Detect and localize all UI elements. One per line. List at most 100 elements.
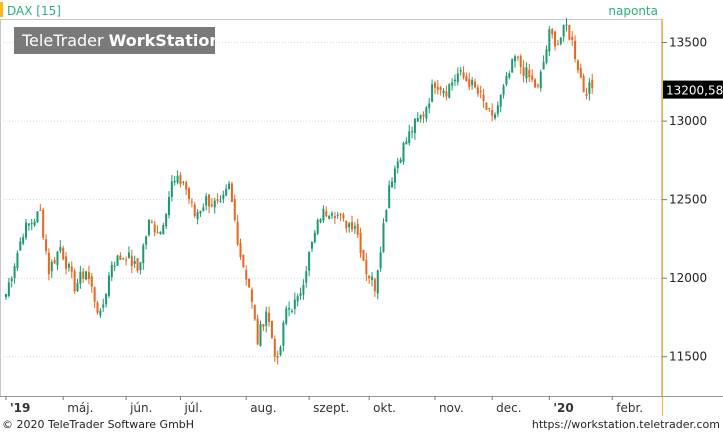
y-tick-label: 13000 <box>669 114 707 128</box>
x-tick-label: szept. <box>313 401 349 415</box>
candle-body <box>153 224 156 233</box>
candle-body <box>499 94 502 107</box>
candle-body <box>199 210 202 214</box>
candle-body <box>459 70 462 72</box>
candle-body <box>4 294 8 298</box>
candle-body <box>353 226 356 229</box>
candle-body <box>548 29 551 52</box>
candle-body <box>42 209 45 238</box>
candle-body <box>159 231 162 234</box>
candle-body <box>485 102 488 110</box>
candle-body <box>419 115 422 119</box>
candle-body <box>65 256 68 269</box>
candle-body <box>496 105 499 114</box>
candle-body <box>50 262 53 272</box>
candle-body <box>439 87 442 91</box>
candle-body <box>391 181 394 188</box>
candle-body <box>371 276 374 280</box>
candle-body <box>193 204 196 217</box>
candle-body <box>113 265 116 267</box>
x-tick-label: aug. <box>250 401 276 415</box>
candle-body <box>453 79 456 81</box>
candle-body <box>505 75 508 85</box>
candle-body <box>482 94 485 101</box>
candle-body <box>571 36 574 41</box>
candle-body <box>96 302 99 313</box>
candle-body <box>70 266 73 272</box>
candle-body <box>222 194 225 200</box>
x-tick-label: okt. <box>373 401 396 415</box>
candle-body <box>133 260 136 264</box>
candle-body <box>562 25 565 37</box>
candle-body <box>362 249 365 261</box>
candle-body <box>45 239 48 251</box>
candle-body <box>22 237 25 244</box>
candle-body <box>379 252 382 269</box>
candle-body <box>179 175 182 185</box>
candle-body <box>576 60 579 71</box>
candle-body <box>102 304 105 308</box>
candle-body <box>551 29 554 35</box>
candle-body <box>402 143 405 162</box>
candle-body <box>296 296 299 302</box>
candle-body <box>356 223 359 236</box>
candle-body <box>288 308 291 310</box>
candle-body <box>476 87 479 94</box>
candle-body <box>522 67 525 77</box>
candle-body <box>588 82 591 94</box>
candle-body <box>73 270 76 292</box>
candle-body <box>219 200 222 202</box>
candle-body <box>516 56 519 58</box>
candle-body <box>393 168 396 183</box>
candle-body <box>428 103 431 108</box>
candle-body <box>531 75 534 80</box>
candle-body <box>110 264 113 278</box>
candle-body <box>336 214 339 216</box>
x-tick-label: '20 <box>553 401 573 415</box>
candle-body <box>373 279 376 292</box>
candle-body <box>125 259 128 261</box>
candle-body <box>122 258 125 260</box>
candle-body <box>7 282 10 297</box>
candle-body <box>253 304 256 320</box>
candle-body <box>250 289 253 302</box>
candle-body <box>248 278 251 288</box>
candle-body <box>299 293 302 296</box>
candle-body <box>256 318 259 345</box>
candle-body <box>236 221 239 245</box>
candle-body <box>345 221 348 229</box>
candle-body <box>493 114 497 119</box>
candle-body <box>431 84 434 102</box>
candle-body <box>491 109 494 116</box>
candle-body <box>316 219 319 234</box>
candle-body <box>62 247 65 260</box>
x-tick-label: júl. <box>183 401 202 415</box>
candle-body <box>208 194 211 207</box>
candle-body <box>465 76 468 81</box>
candle-body <box>456 73 459 82</box>
candle-body <box>25 222 28 238</box>
candle-body <box>554 31 557 47</box>
candle-body <box>119 255 122 260</box>
candle-body <box>150 221 153 224</box>
candle-body <box>85 271 88 280</box>
candle-body <box>388 185 391 209</box>
candle-body <box>368 275 371 279</box>
candle-body <box>293 299 296 309</box>
candle-body <box>265 311 268 326</box>
candle-body <box>182 181 185 183</box>
candle-body <box>176 175 179 183</box>
candle-body <box>382 223 385 253</box>
candle-body <box>16 252 19 269</box>
candle-body <box>591 79 594 89</box>
candle-body <box>273 339 276 357</box>
candle-body <box>556 44 559 46</box>
candle-body <box>185 182 188 190</box>
candle-body <box>413 118 416 134</box>
candle-body <box>488 108 491 110</box>
candle-body <box>411 131 414 133</box>
candle-body <box>10 278 13 282</box>
candle-body <box>433 82 436 88</box>
x-tick-label: febr. <box>616 401 643 415</box>
candle-body <box>325 211 328 217</box>
